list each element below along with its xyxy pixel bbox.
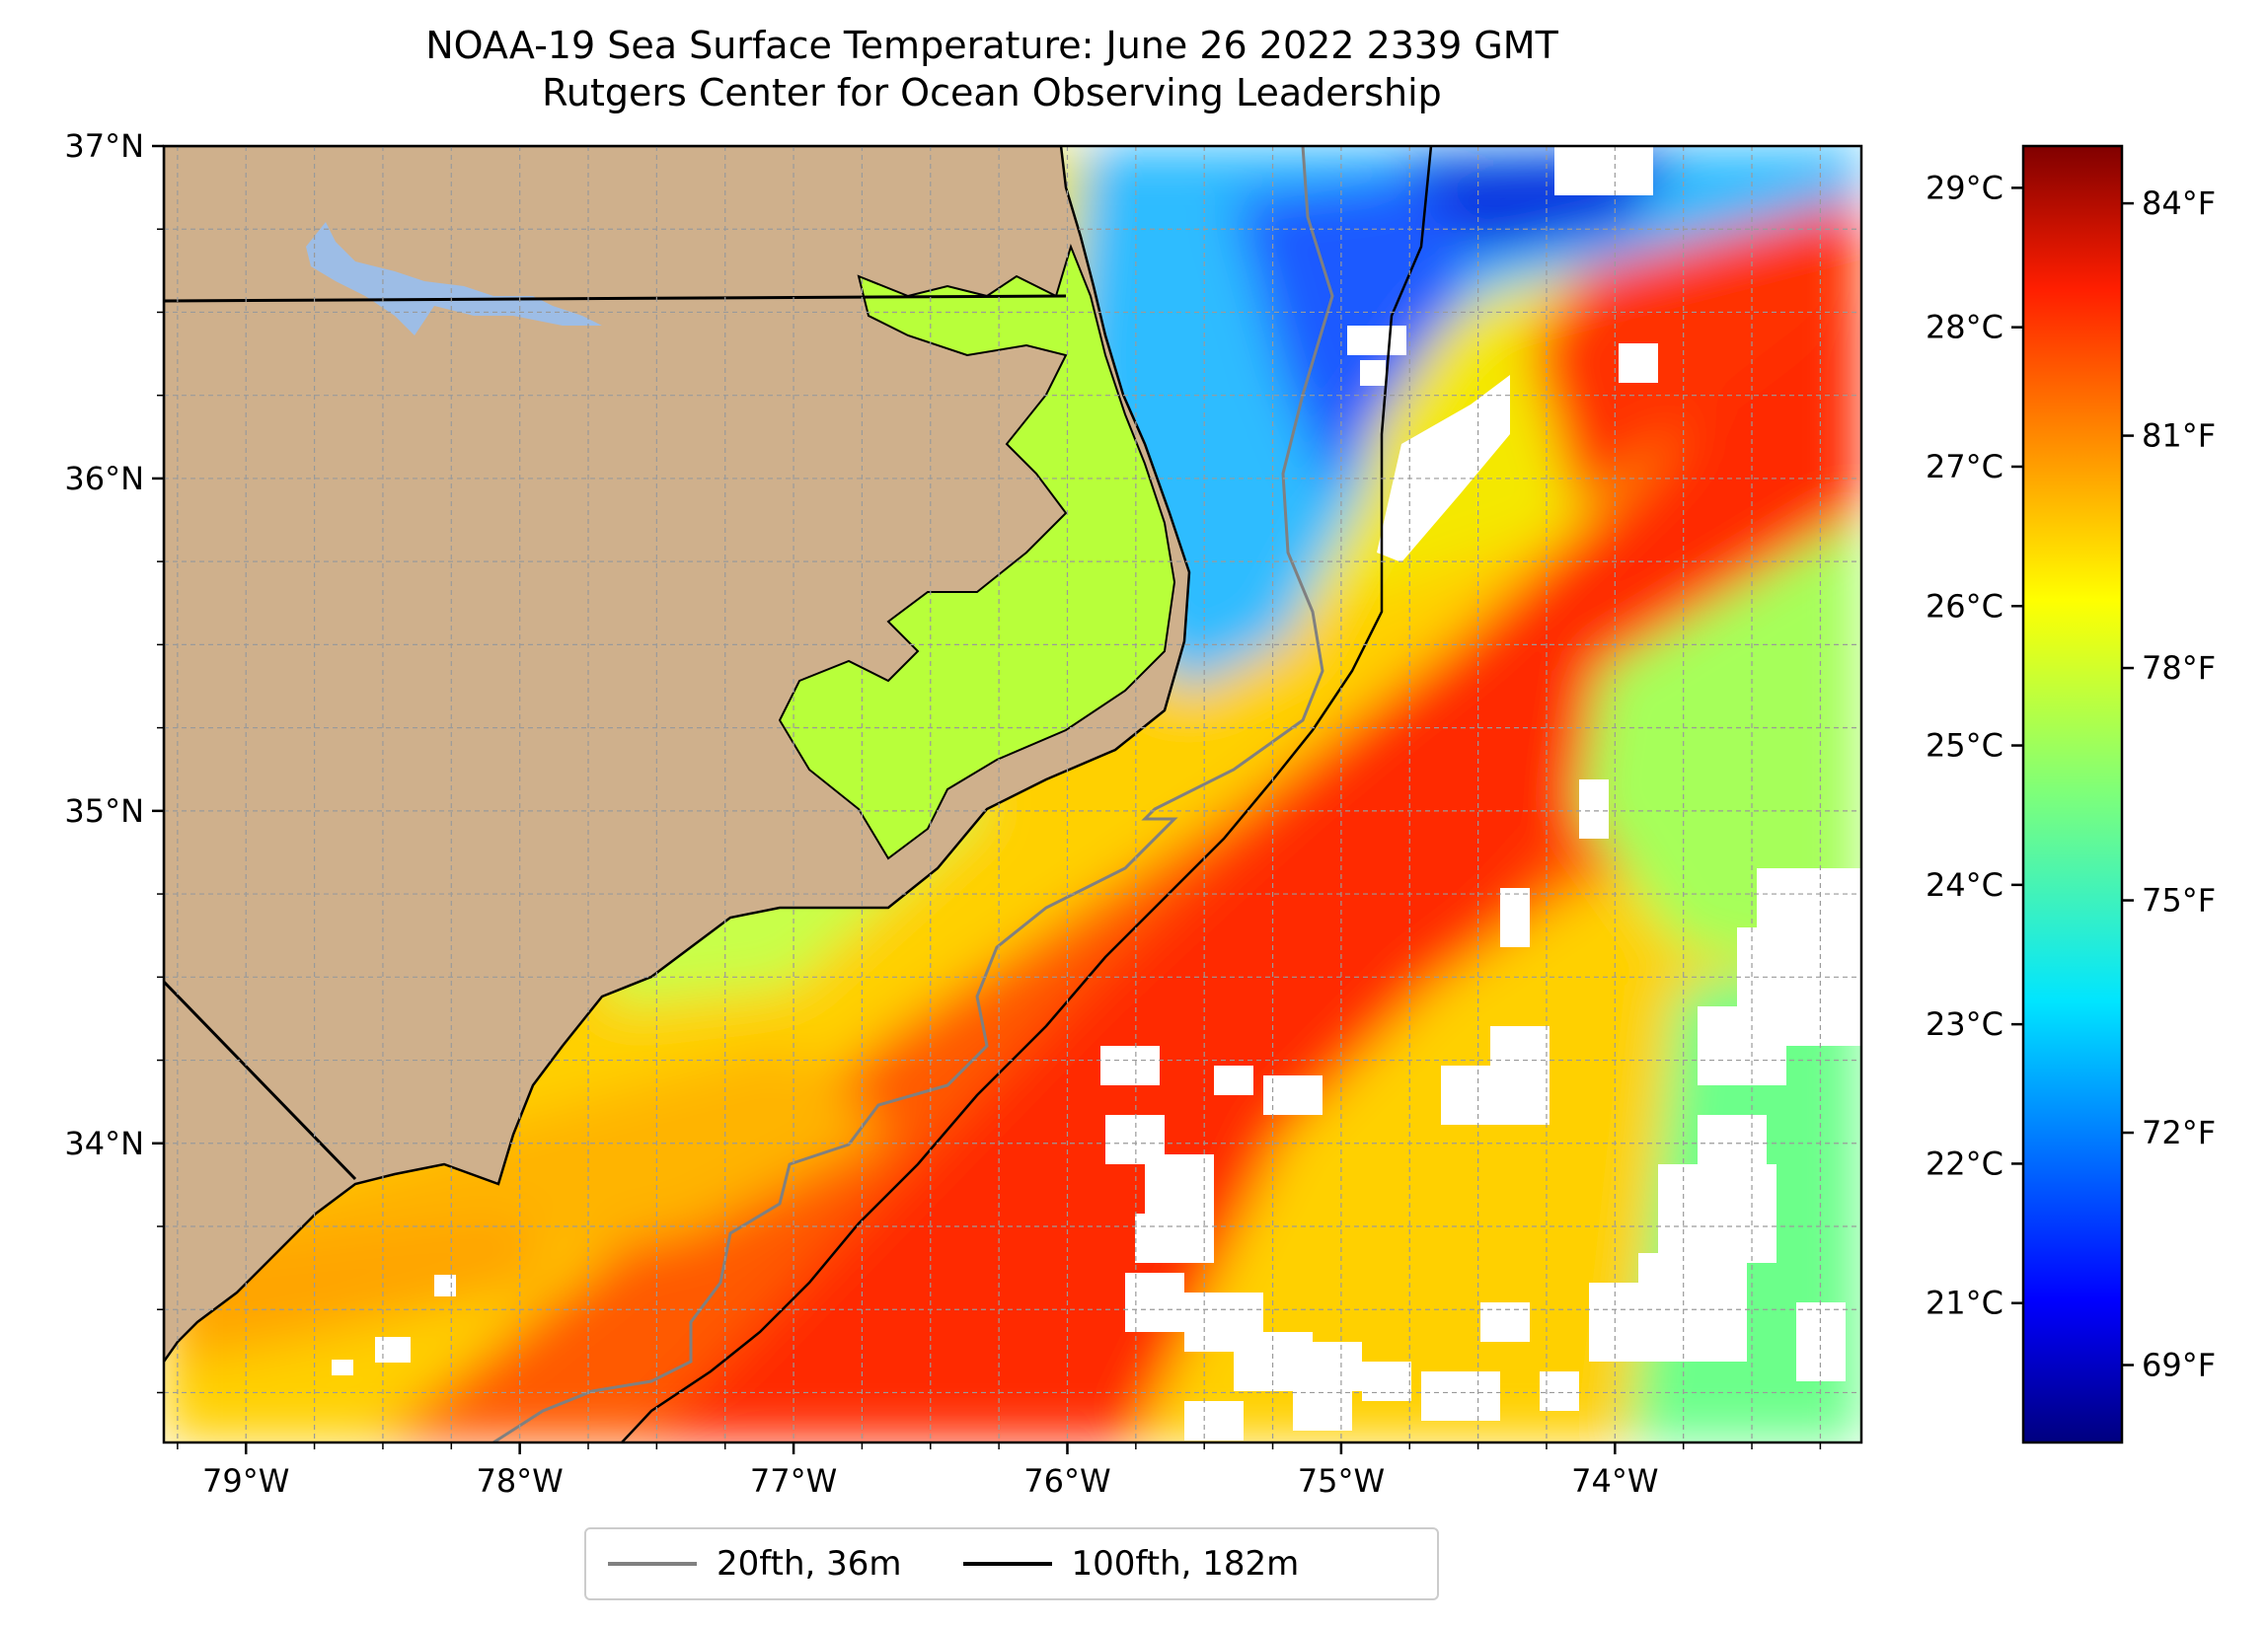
fahrenheit-tick-label: 78°F <box>2142 649 2216 687</box>
lon-tick-label: 78°W <box>476 1462 563 1500</box>
legend-label-20fth: 20fth, 36m <box>717 1544 902 1584</box>
title-line-1: NOAA-19 Sea Surface Temperature: June 26… <box>425 24 1558 67</box>
lat-tick-label: 37°N <box>64 127 144 165</box>
celsius-tick-label: 22°C <box>1926 1145 2003 1182</box>
fahrenheit-tick-label: 84°F <box>2142 185 2216 222</box>
title-line-2: Rutgers Center for Ocean Observing Leade… <box>542 71 1442 114</box>
lake <box>306 222 602 335</box>
legend-item-20fth: 20fth, 36m <box>608 1544 902 1584</box>
map-grid <box>164 146 1861 1442</box>
lon-tick-label: 76°W <box>1023 1462 1110 1500</box>
celsius-tick-label: 28°C <box>1926 309 2003 346</box>
legend: 20fth, 36m 100fth, 182m <box>584 1527 1439 1600</box>
lat-tick-label: 36°N <box>64 460 144 497</box>
celsius-tick-label: 27°C <box>1926 448 2003 485</box>
colorbar-axes: 29°C 28°C 27°C 26°C 25°C 24°C 23°C 22°C 21°C 84°F… <box>1926 169 2216 1383</box>
pamlico-sound <box>778 243 1176 860</box>
celsius-tick-label: 25°C <box>1926 727 2003 765</box>
legend-label-100fth: 100fth, 182m <box>1071 1544 1300 1584</box>
fahrenheit-tick-label: 75°F <box>2142 882 2216 920</box>
cloud-mask <box>332 146 1861 1441</box>
lat-tick-label: 35°N <box>64 792 144 830</box>
lat-tick-label: 34°N <box>64 1125 144 1162</box>
celsius-tick-label: 26°C <box>1926 587 2003 625</box>
lon-tick-label: 79°W <box>202 1462 289 1500</box>
isobath-20fth <box>492 146 1334 1442</box>
chart-title: NOAA-19 Sea Surface Temperature: June 26… <box>0 22 1984 116</box>
legend-swatch-100fth <box>962 1562 1052 1566</box>
fahrenheit-tick-label: 72°F <box>2142 1114 2216 1151</box>
celsius-tick-label: 21°C <box>1926 1285 2003 1322</box>
legend-item-100fth: 100fth, 182m <box>962 1544 1300 1584</box>
fahrenheit-tick-label: 81°F <box>2142 417 2216 455</box>
colorbar-bar <box>2021 144 2124 1444</box>
celsius-tick-label: 23°C <box>1926 1005 2003 1043</box>
fahrenheit-tick-label: 69°F <box>2142 1347 2216 1384</box>
lon-tick-label: 74°W <box>1571 1462 1658 1500</box>
lon-tick-label: 77°W <box>750 1462 837 1500</box>
lon-tick-label: 75°W <box>1298 1462 1385 1500</box>
map-axes: 79°W 78°W 77°W 76°W 75°W 74°W 37°N 36°N 35°N 34°N <box>64 127 1822 1500</box>
state-border-nc-sc <box>164 980 357 1181</box>
isobath-100fth <box>621 146 1433 1442</box>
legend-swatch-20fth <box>608 1562 697 1566</box>
celsius-tick-label: 29°C <box>1926 169 2003 206</box>
map-area <box>164 146 1861 1442</box>
map-frame <box>162 144 1863 1444</box>
land-mass <box>164 146 1191 1365</box>
celsius-tick-label: 24°C <box>1926 866 2003 904</box>
